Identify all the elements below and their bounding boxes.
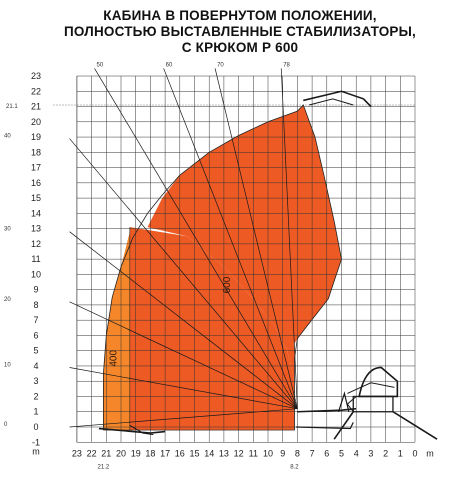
x-tick-label: 3 — [368, 448, 373, 458]
boom-lowest — [98, 427, 166, 434]
title-line-2: ПОЛНОСТЬЮ ВЫСТАВЛЕННЫЕ СТАБИЛИЗАТОРЫ, — [64, 24, 416, 39]
x-tick-label: 0 — [412, 448, 417, 458]
min-reach-label: 8.2 — [290, 464, 299, 470]
boom-ray — [163, 68, 298, 409]
boom-ray — [280, 68, 298, 409]
y-axis-tick-labels: 23222120191817161514131211109876543210-1… — [31, 71, 41, 456]
boom-highest — [303, 90, 372, 108]
x-tick-label: 8 — [295, 448, 300, 458]
y-tick-label: 9 — [33, 285, 38, 295]
y-tick-label: 8 — [33, 300, 38, 310]
x-tick-label: 4 — [354, 448, 359, 458]
max-reach-label: 21.2 — [98, 464, 110, 470]
x-tick-label: 17 — [160, 448, 170, 458]
y-tick-label: 23 — [31, 71, 41, 81]
zone-400-label: 400 — [109, 350, 120, 367]
y-tick-label: 14 — [31, 208, 41, 218]
y-tick-label: 20 — [31, 117, 41, 127]
x-tick-label: 1 — [398, 448, 403, 458]
y-tick-label: 11 — [31, 254, 40, 264]
x-tick-label: 23 — [72, 448, 82, 458]
title-line-3: С КРЮКОМ Р 600 — [181, 40, 299, 55]
boom-ray — [69, 231, 298, 409]
y-tick-label: 0 — [33, 422, 38, 432]
angle-label: 20 — [4, 297, 11, 303]
y-tick-label: 15 — [31, 193, 41, 203]
angle-label: 50 — [97, 62, 104, 68]
angle-label: 78 — [283, 62, 290, 68]
x-tick-label: 14 — [204, 448, 214, 458]
angle-label: 40 — [4, 134, 11, 140]
y-tick-label: 10 — [31, 269, 41, 279]
y-tick-label: -1 — [32, 437, 40, 447]
x-tick-label: 6 — [324, 448, 329, 458]
y-tick-label: 2 — [33, 391, 38, 401]
boom-ray — [69, 138, 298, 409]
y-tick-label: 21 — [31, 102, 41, 112]
x-tick-label: 2 — [383, 448, 388, 458]
angle-label: 0 — [4, 422, 8, 428]
boom-highest-detail — [309, 98, 354, 106]
boom-lowest-detail — [129, 425, 154, 436]
y-axis-unit: m — [32, 446, 40, 456]
y-tick-label: 3 — [33, 376, 38, 386]
y-tick-label: 18 — [31, 147, 41, 157]
angle-label: 10 — [4, 362, 11, 368]
y-tick-label: 17 — [31, 163, 41, 173]
x-tick-label: 20 — [116, 448, 126, 458]
boom-ray — [94, 68, 298, 409]
hook-arm — [295, 422, 354, 430]
angle-label: 60 — [166, 62, 173, 68]
column-detail — [337, 391, 350, 412]
zone-600-label: 600 — [222, 276, 233, 293]
y-tick-label: 4 — [33, 361, 38, 371]
boom-ray — [69, 367, 298, 410]
zone-600-upper — [147, 105, 342, 429]
angle-label: 70 — [217, 62, 224, 68]
x-tick-label: 10 — [263, 448, 273, 458]
y-tick-label: 19 — [31, 132, 41, 142]
x-tick-label: 12 — [234, 448, 244, 458]
truck-body — [352, 395, 394, 413]
x-tick-label: 9 — [280, 448, 285, 458]
x-tick-label: 16 — [175, 448, 185, 458]
truck-cabin — [358, 366, 399, 398]
x-tick-label: 13 — [219, 448, 229, 458]
x-tick-label: 22 — [87, 448, 97, 458]
boom-ray — [69, 408, 298, 428]
zone-400 — [103, 231, 130, 431]
boom-ray — [214, 68, 298, 409]
y-tick-label: 16 — [31, 178, 41, 188]
x-tick-label: 21 — [101, 448, 111, 458]
x-tick-label: 5 — [339, 448, 344, 458]
truck-silhouette — [98, 90, 438, 440]
y-tick-label: 22 — [31, 86, 41, 96]
x-tick-label: 15 — [189, 448, 199, 458]
angle-label: 30 — [4, 227, 11, 233]
y-tick-label: 1 — [33, 407, 38, 417]
x-tick-label: 18 — [145, 448, 155, 458]
y-tick-label: 6 — [33, 330, 38, 340]
max-height-label: 21.1 — [6, 104, 18, 110]
stabilizer-legs — [333, 411, 438, 440]
title-line-1: КАБИНА В ПОВЕРНУТОМ ПОЛОЖЕНИИ, — [103, 8, 377, 23]
turret-detail — [347, 382, 395, 394]
boom-ray — [69, 301, 298, 410]
x-tick-label: 7 — [310, 448, 315, 458]
y-tick-label: 13 — [31, 224, 41, 234]
y-tick-label: 7 — [33, 315, 38, 325]
y-tick-label: 12 — [31, 239, 41, 249]
x-tick-label: 19 — [131, 448, 141, 458]
y-tick-label: 5 — [33, 346, 38, 356]
x-axis-tick-labels: 23 22 21 20 19 18 17 16 15 14 13 12 11 10 9 8 7 6 5 4 3 2 1 0 m — [72, 448, 434, 458]
chart-title: КАБИНА В ПОВЕРНУТОМ ПОЛОЖЕНИИ, ПОЛНОСТЬЮ… — [60, 8, 420, 56]
x-axis-unit: m — [426, 448, 434, 458]
x-tick-label: 11 — [249, 448, 258, 458]
